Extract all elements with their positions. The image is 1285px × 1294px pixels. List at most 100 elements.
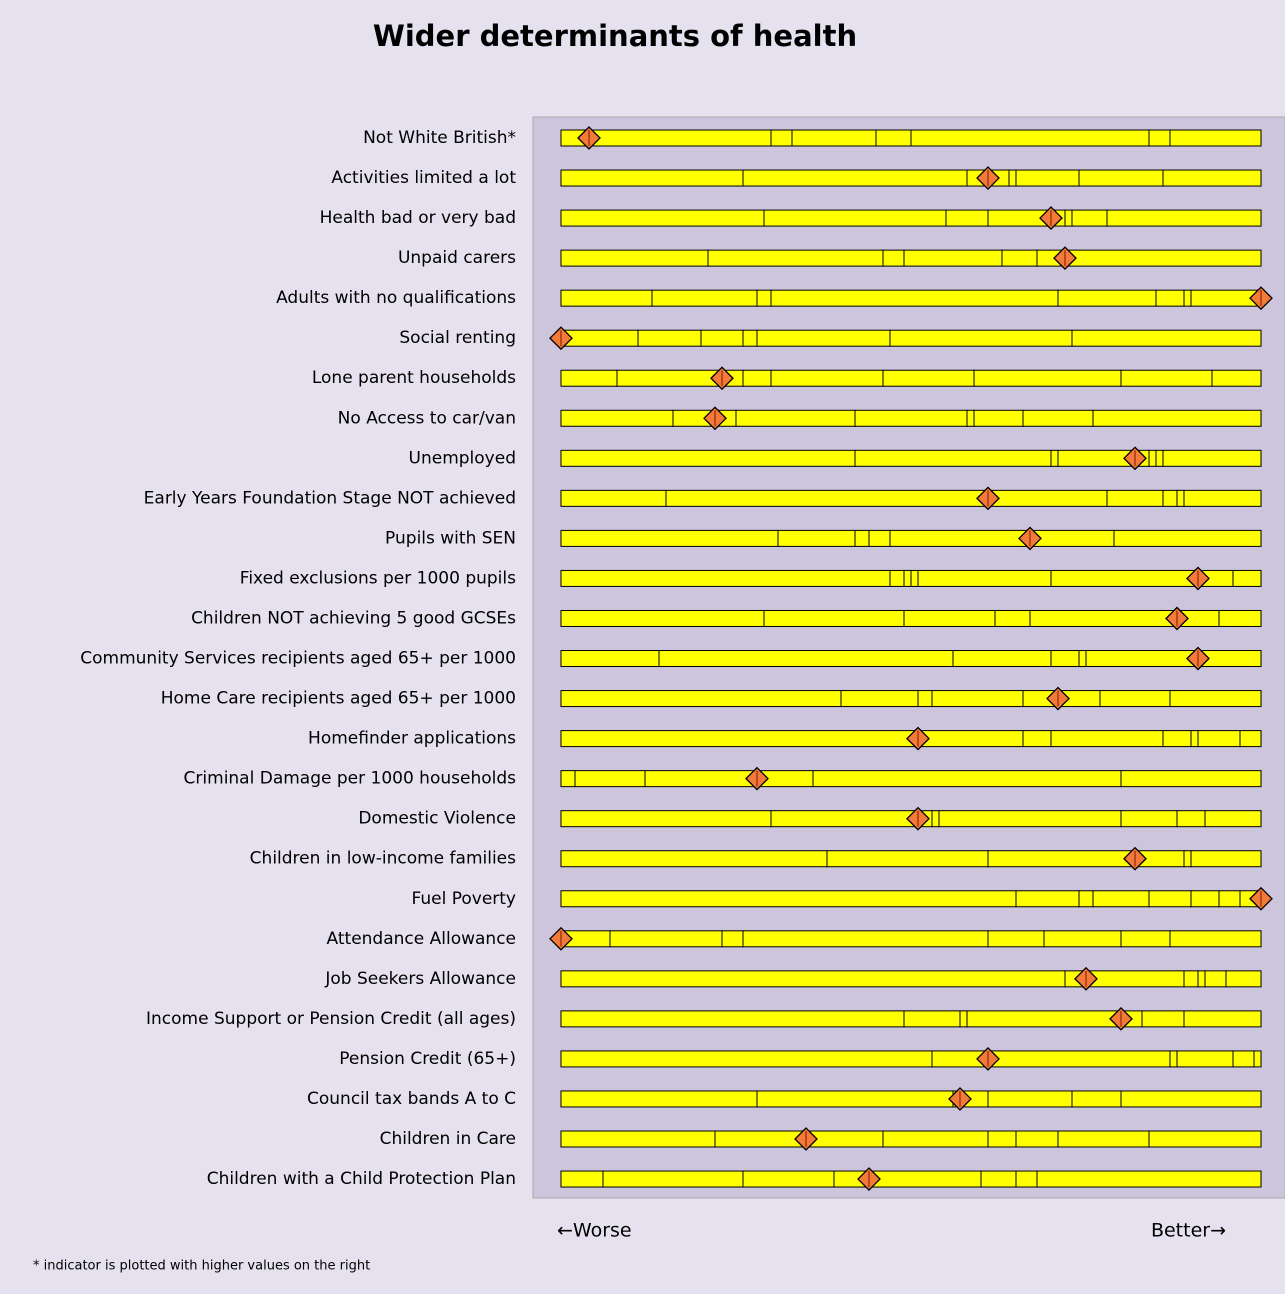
row-label: Unemployed xyxy=(409,448,516,468)
segment xyxy=(560,1170,604,1188)
segment xyxy=(910,129,1150,147)
chart-title: Wider determinants of health xyxy=(373,19,857,53)
segment xyxy=(1036,249,1262,267)
row-label: Not White British* xyxy=(363,128,516,148)
row-label: Income Support or Pension Credit (all ag… xyxy=(146,1009,516,1029)
segment xyxy=(987,1090,1073,1108)
segment xyxy=(1064,209,1073,227)
segment xyxy=(1022,409,1094,427)
segment xyxy=(637,329,702,347)
marker xyxy=(745,766,769,791)
segment xyxy=(756,289,772,307)
marker xyxy=(1249,886,1273,911)
segment xyxy=(1092,409,1262,427)
segment xyxy=(1092,890,1150,908)
row-label: No Access to car/van xyxy=(338,408,516,428)
segment xyxy=(903,569,912,587)
segment xyxy=(742,169,968,187)
row-label: Children with a Child Protection Plan xyxy=(207,1169,516,1189)
segment xyxy=(560,489,667,507)
marker xyxy=(976,486,1000,511)
marker xyxy=(1186,566,1210,591)
segment xyxy=(1148,129,1171,147)
segment xyxy=(1120,1090,1262,1108)
row-label: Council tax bands A to C xyxy=(307,1089,516,1109)
marker xyxy=(1039,206,1063,230)
segment xyxy=(1190,850,1262,868)
segment xyxy=(742,930,989,948)
segment xyxy=(560,449,856,467)
row-label: Children NOT achieving 5 good GCSEs xyxy=(191,608,516,628)
segment xyxy=(917,690,933,708)
segment xyxy=(1141,1010,1185,1028)
segment xyxy=(833,1170,982,1188)
marker xyxy=(1046,686,1070,711)
segment xyxy=(1169,129,1262,147)
segment xyxy=(840,690,919,708)
segment xyxy=(742,369,772,387)
segment xyxy=(651,289,758,307)
segment xyxy=(1197,730,1241,748)
segment xyxy=(1071,1090,1122,1108)
row-label: Early Years Foundation Stage NOT achieve… xyxy=(144,488,516,508)
segment xyxy=(1176,489,1185,507)
segment xyxy=(1169,690,1262,708)
marker xyxy=(906,726,930,751)
segment xyxy=(1176,1050,1234,1068)
segment xyxy=(1183,489,1262,507)
marker xyxy=(1123,846,1147,871)
marker xyxy=(1123,446,1147,471)
x-right-label: Better→ xyxy=(1151,1220,1226,1242)
row-label: Home Care recipients aged 65+ per 1000 xyxy=(161,689,516,709)
segment xyxy=(1218,890,1241,908)
marker xyxy=(549,926,573,951)
segment xyxy=(1183,289,1192,307)
segment xyxy=(735,409,856,427)
segment xyxy=(889,529,1115,547)
segment xyxy=(987,1130,1017,1148)
segment xyxy=(560,1010,905,1028)
segment xyxy=(903,1010,961,1028)
segment xyxy=(1029,609,1220,627)
segment xyxy=(1155,449,1164,467)
segment xyxy=(560,850,828,868)
row-label: Unpaid carers xyxy=(398,248,516,268)
segment xyxy=(1162,489,1178,507)
segment xyxy=(1183,1010,1262,1028)
marker xyxy=(794,1127,818,1151)
row-label: Job Seekers Allowance xyxy=(324,969,516,989)
segment xyxy=(560,249,709,267)
segment xyxy=(882,249,905,267)
segment xyxy=(1085,650,1262,668)
segment xyxy=(980,1170,1017,1188)
segment xyxy=(1120,770,1262,788)
segment xyxy=(1050,730,1164,748)
segment xyxy=(973,369,1122,387)
segment xyxy=(1099,690,1171,708)
segment xyxy=(1169,1050,1178,1068)
segment xyxy=(931,810,940,828)
footnote: * indicator is plotted with higher value… xyxy=(33,1259,370,1274)
segment xyxy=(560,1050,933,1068)
marker xyxy=(1074,966,1098,991)
row-label: Pupils with SEN xyxy=(385,528,516,548)
segment xyxy=(854,409,968,427)
segment xyxy=(1162,169,1262,187)
segment xyxy=(1050,650,1080,668)
segment xyxy=(707,249,884,267)
marker xyxy=(948,1087,972,1111)
segment xyxy=(560,770,576,788)
segment xyxy=(560,970,1066,988)
marker xyxy=(1109,1006,1133,1031)
segment xyxy=(763,209,947,227)
x-left-label: ←Worse xyxy=(557,1220,632,1242)
marker xyxy=(906,806,930,831)
segment xyxy=(868,529,891,547)
segment xyxy=(560,209,765,227)
marker xyxy=(1186,646,1210,671)
segment xyxy=(1078,890,1094,908)
segment xyxy=(560,569,891,587)
segment xyxy=(1239,730,1262,748)
segment xyxy=(560,409,674,427)
